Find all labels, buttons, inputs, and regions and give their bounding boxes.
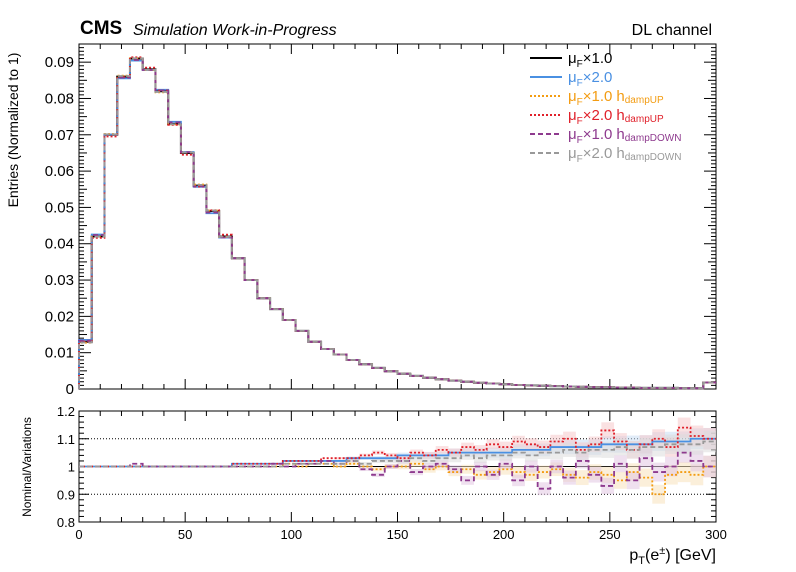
legend-label: μF×1.0 hdampDOWN: [568, 126, 681, 146]
ratio-uncertainty-band: [499, 463, 513, 475]
main-y-tick-label: 0.06: [45, 163, 74, 180]
ratio-uncertainty-band: [601, 477, 615, 495]
ratio-y-axis-title: Nominal/Variations: [20, 417, 34, 517]
ratio-uncertainty-band: [410, 455, 423, 462]
ratio-uncertainty-band: [524, 449, 538, 462]
main-y-tick-label: 0.05: [45, 199, 74, 216]
legend-entry: μF×1.0 hdampUP: [530, 88, 664, 108]
legend-entry: μF×1.0: [530, 50, 612, 70]
legend-label: μF×2.0 hdampUP: [568, 107, 664, 127]
ratio-uncertainty-band: [359, 467, 373, 472]
ratio-series-line: [79, 451, 716, 490]
ratio-y-tick-label: 1: [68, 460, 75, 475]
ratio-uncertainty-band: [461, 442, 474, 452]
legend-label: μF×1.0 hdampUP: [568, 88, 664, 108]
ratio-series-line: [79, 426, 716, 468]
main-y-tick-label: 0: [66, 381, 74, 398]
ratio-uncertainty-band: [550, 434, 564, 449]
ratio-uncertainty-band: [473, 461, 487, 472]
ratio-uncertainty-band: [512, 446, 525, 459]
ratio-uncertainty-band: [601, 441, 615, 458]
ratio-uncertainty-band: [397, 463, 411, 470]
ratio-y-tick-label: 1.2: [57, 404, 75, 419]
main-y-tick-label: 0.09: [45, 54, 74, 71]
ratio-uncertainty-band: [690, 450, 704, 472]
ratio-uncertainty-band: [435, 454, 449, 462]
ratio-uncertainty-band: [512, 474, 525, 487]
ratio-uncertainty-band: [372, 458, 385, 464]
main-y-tick-label: 0.01: [45, 345, 74, 362]
ratio-panel: 0 50 100 150 200 250 300 0.8 0.9 1 1.1 1.2: [57, 404, 727, 542]
x-axis-title: pT(e±) [GeV]: [629, 545, 716, 567]
x-tick-label: 200: [493, 527, 515, 542]
main-panel: 0 0.01 0.02 0.03 0.04 0.05 0.06 0.07 0.08 0.09: [45, 43, 717, 398]
x-tick-label: 150: [387, 527, 409, 542]
ratio-uncertainty-band: [410, 468, 423, 476]
ratio-series-line: [79, 462, 716, 496]
main-y-tick-label: 0.07: [45, 127, 74, 144]
main-y-axis-title: Entries (Normalized to 1): [5, 53, 21, 208]
main-series-line: [78, 57, 716, 390]
ratio-uncertainty-band: [486, 439, 500, 450]
ratio-y-tick-label: 0.8: [57, 515, 75, 530]
main-y-tick-label: 0.04: [45, 236, 74, 253]
ratio-uncertainty-band: [499, 441, 513, 453]
ratio-uncertainty-band: [537, 482, 551, 496]
cms-label: CMS: [80, 18, 122, 39]
legend-label: μF×2.0: [568, 69, 612, 89]
ratio-uncertainty-band: [461, 464, 474, 474]
x-title-sub: T: [638, 555, 645, 567]
legend-entry: μF×2.0 hdampDOWN: [530, 145, 681, 165]
ratio-uncertainty-band: [677, 417, 691, 438]
x-title-unit: ) [GeV]: [665, 547, 716, 564]
ratio-uncertainty-band: [537, 465, 551, 479]
ratio-uncertainty-band: [639, 468, 653, 487]
x-title-rest: (e: [645, 547, 659, 564]
ratio-uncertainty-band: [410, 460, 423, 467]
channel-label: DL channel: [632, 22, 712, 39]
svg-text:pT(e±) [GeV]: pT(e±) [GeV]: [629, 545, 716, 567]
x-tick-label: 100: [280, 527, 302, 542]
ratio-uncertainty-band: [410, 449, 423, 456]
ratio-uncertainty-band: [359, 461, 373, 466]
legend-label: μF×2.0 hdampDOWN: [568, 145, 681, 165]
ratio-uncertainty-band: [359, 464, 373, 469]
ratio-uncertainty-band: [346, 462, 360, 466]
ratio-uncertainty-band: [499, 449, 513, 461]
ratio-uncertainty-band: [665, 434, 678, 455]
x-tick-label: 250: [599, 527, 621, 542]
x-title-sup: ±: [659, 545, 665, 557]
x-title-p: p: [629, 547, 638, 564]
ratio-uncertainty-band: [652, 462, 666, 482]
ratio-y-tick-label: 1.1: [57, 432, 75, 447]
status-label: Simulation Work-in-Progress: [133, 22, 337, 39]
main-y-tick-label: 0.02: [45, 308, 74, 325]
ratio-uncertainty-band: [563, 431, 576, 446]
ratio-uncertainty-band: [372, 472, 385, 477]
ratio-y-tick-label: 0.9: [57, 487, 75, 502]
ratio-uncertainty-band: [397, 458, 411, 464]
main-y-tick-label: 0.03: [45, 272, 74, 289]
ratio-uncertainty-band: [575, 470, 589, 486]
legend-entry: μF×1.0 hdampDOWN: [530, 126, 681, 146]
x-tick-label: 50: [178, 527, 192, 542]
ratio-series-line: [79, 440, 716, 468]
ratio-uncertainty-band: [512, 466, 525, 478]
ratio-uncertainty-band: [677, 461, 691, 483]
legend-entry: μF×2.0 hdampUP: [530, 107, 664, 127]
ratio-uncertainty-band: [665, 456, 678, 477]
ratio-uncertainty-band: [601, 422, 615, 439]
ratio-uncertainty-band: [422, 457, 436, 465]
x-tick-label: 0: [75, 527, 82, 542]
ratio-uncertainty-band: [372, 467, 385, 472]
ratio-uncertainty-band: [614, 471, 627, 489]
legend-label: μF×1.0: [568, 50, 612, 70]
main-y-tick-label: 0.08: [45, 90, 74, 107]
ratio-uncertainty-band: [588, 467, 602, 483]
x-tick-label: 300: [705, 527, 727, 542]
legend-entry: μF×2.0: [530, 69, 612, 89]
